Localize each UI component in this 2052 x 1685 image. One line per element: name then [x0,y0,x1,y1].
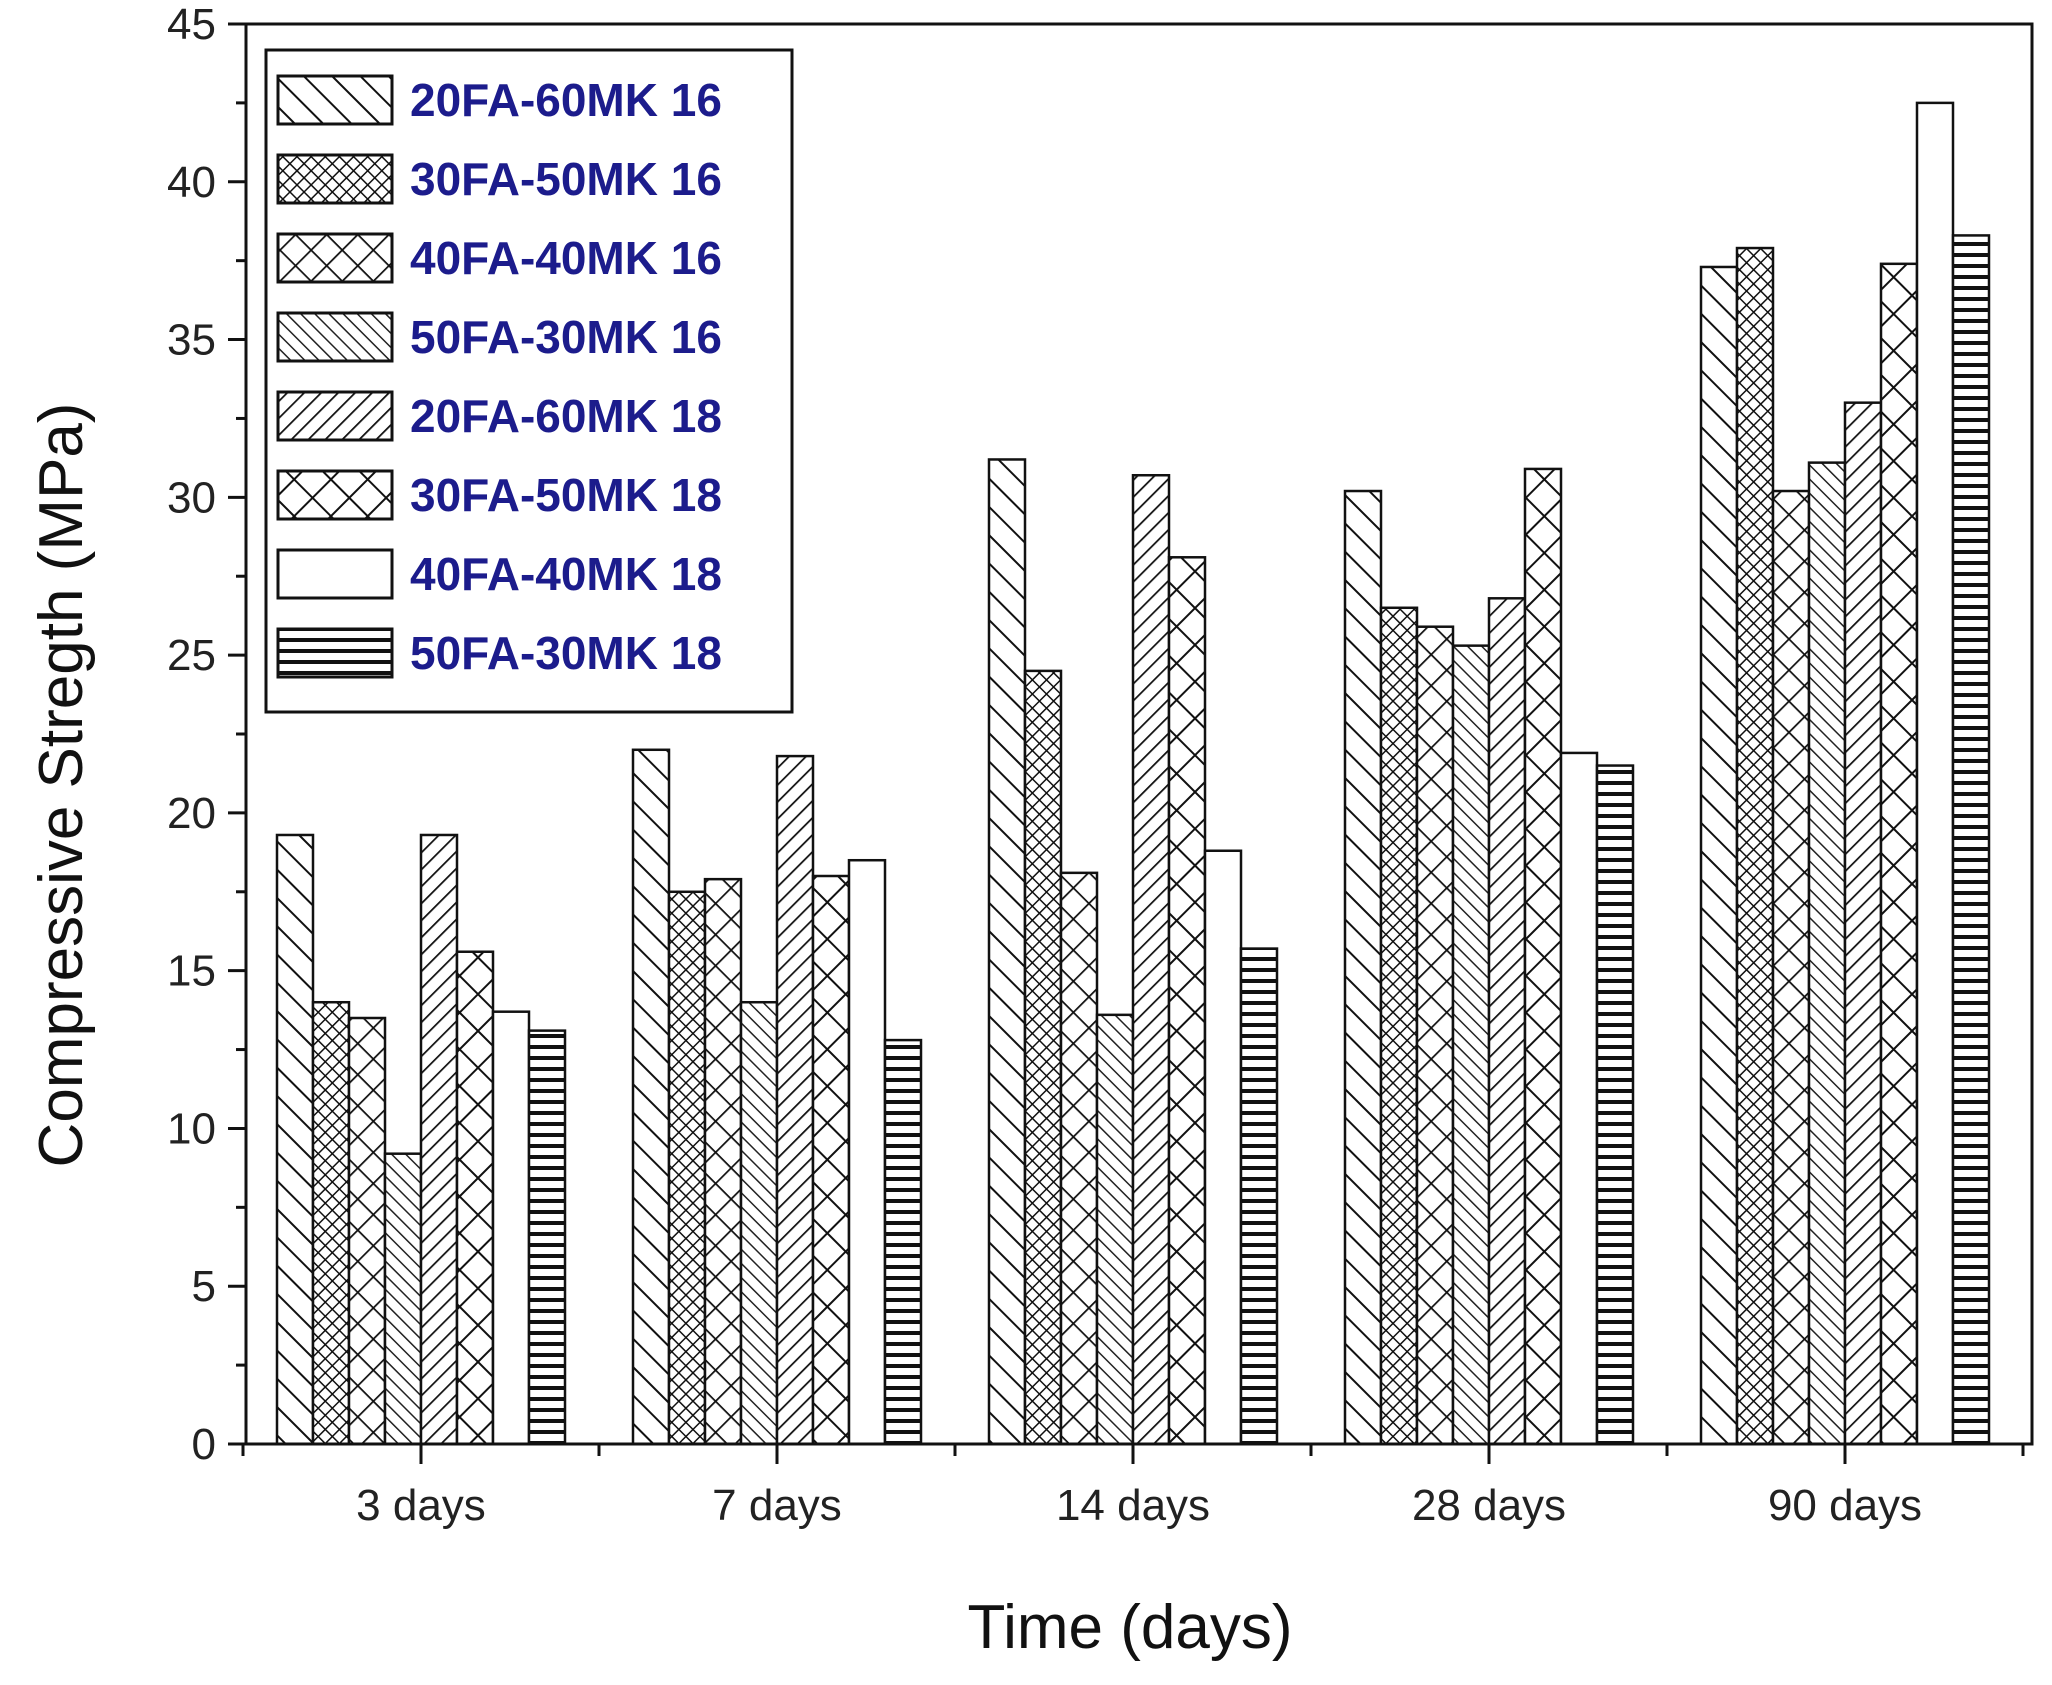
bar-20fa-60mk-16-14-days [987,458,1027,1446]
bar-40fa-40mk-16-14-days [1059,871,1099,1446]
x-tick-label: 14 days [1056,1481,1210,1530]
bar-50fa-30mk-16-3-days [383,1152,423,1446]
bar-20fa-60mk-16-3-days [275,833,315,1446]
bar-40fa-40mk-16-3-days [347,1016,387,1446]
bar-20fa-60mk-16-90-days [1699,265,1739,1446]
legend-label: 50FA-30MK 18 [410,627,722,679]
bar-50fa-30mk-16-90-days [1807,461,1847,1446]
legend-label: 40FA-40MK 18 [410,548,722,600]
bar-30fa-50mk-18-14-days [1167,556,1207,1446]
bar-30fa-50mk-16-90-days [1735,246,1775,1446]
axes-layer: 0 5 10 15 20 25 30 35 40 45 3 days 7 days 14 days 28 … [167,0,2034,1530]
x-tick-label: 3 days [356,1481,486,1530]
bar-50fa-30mk-18-14-days [1239,947,1279,1446]
bar-20fa-60mk-16-7-days [631,748,671,1446]
bar-30fa-50mk-18-90-days [1879,262,1919,1446]
legend-swatch [276,627,394,679]
bar-20fa-60mk-18-3-days [419,833,459,1446]
bar-30fa-50mk-16-28-days [1379,606,1419,1446]
bar-50fa-30mk-18-90-days [1951,234,1991,1446]
bar-40fa-40mk-18-14-days [1203,849,1243,1446]
bar-30fa-50mk-16-14-days [1023,669,1063,1446]
legend-swatch [276,74,394,126]
legend-label: 20FA-60MK 18 [410,390,722,442]
legend-label: 30FA-50MK 16 [410,153,722,205]
bar-40fa-40mk-18-7-days [847,858,887,1446]
y-tick-label: 25 [167,631,216,680]
legend-swatch [276,469,394,521]
legend-swatch [276,232,394,284]
bar-50fa-30mk-16-7-days [739,1000,779,1446]
y-tick-label: 10 [167,1104,216,1153]
legend-label: 20FA-60MK 16 [410,74,722,126]
bar-30fa-50mk-18-28-days [1523,467,1563,1446]
legend-swatch [276,311,394,363]
bar-30fa-50mk-18-3-days [455,950,495,1446]
bar-30fa-50mk-18-7-days [811,874,851,1446]
y-axis-title: Compressive Stregth (MPa) [27,403,96,1168]
bar-50fa-30mk-16-28-days [1451,644,1491,1446]
legend-swatch [276,548,394,600]
x-tick-label: 28 days [1412,1481,1566,1530]
legend: 20FA-60MK 16 30FA-50MK 16 40FA-40MK 16 50FA… [264,48,794,714]
bar-40fa-40mk-18-90-days [1915,101,1955,1446]
bar-50fa-30mk-16-14-days [1095,1013,1135,1446]
y-tick-label: 5 [192,1262,216,1311]
bar-30fa-50mk-16-3-days [311,1000,351,1446]
bar-20fa-60mk-18-28-days [1487,597,1527,1446]
legend-label: 50FA-30MK 16 [410,311,722,363]
bar-20fa-60mk-18-90-days [1843,401,1883,1446]
y-tick-label: 30 [167,473,216,522]
bar-20fa-60mk-18-7-days [775,754,815,1446]
bar-40fa-40mk-18-28-days [1559,751,1599,1446]
bar-50fa-30mk-18-28-days [1595,764,1635,1446]
x-tick-label: 90 days [1768,1481,1922,1530]
bar-30fa-50mk-16-7-days [667,890,707,1446]
bar-40fa-40mk-16-7-days [703,877,743,1446]
legend-label: 40FA-40MK 16 [410,232,722,284]
x-axis-title: Time (days) [968,1593,1293,1662]
legend-label: 30FA-50MK 18 [410,469,722,521]
bar-50fa-30mk-18-7-days [883,1038,923,1446]
bar-40fa-40mk-18-3-days [491,1010,531,1446]
y-tick-label: 35 [167,316,216,365]
y-tick-label: 45 [167,0,216,49]
bar-20fa-60mk-16-28-days [1343,489,1383,1446]
y-tick-label: 15 [167,947,216,996]
legend-swatch [276,153,394,205]
bars-layer [275,101,1991,1446]
bar-20fa-60mk-18-14-days [1131,473,1171,1446]
y-tick-label: 0 [192,1420,216,1469]
y-tick-label: 40 [167,158,216,207]
bar-50fa-30mk-18-3-days [527,1029,567,1446]
bar-40fa-40mk-16-28-days [1415,625,1455,1446]
y-tick-label: 20 [167,789,216,838]
x-tick-label: 7 days [712,1481,842,1530]
bar-40fa-40mk-16-90-days [1771,489,1811,1446]
legend-swatch [276,390,394,442]
legend-box [264,48,794,714]
